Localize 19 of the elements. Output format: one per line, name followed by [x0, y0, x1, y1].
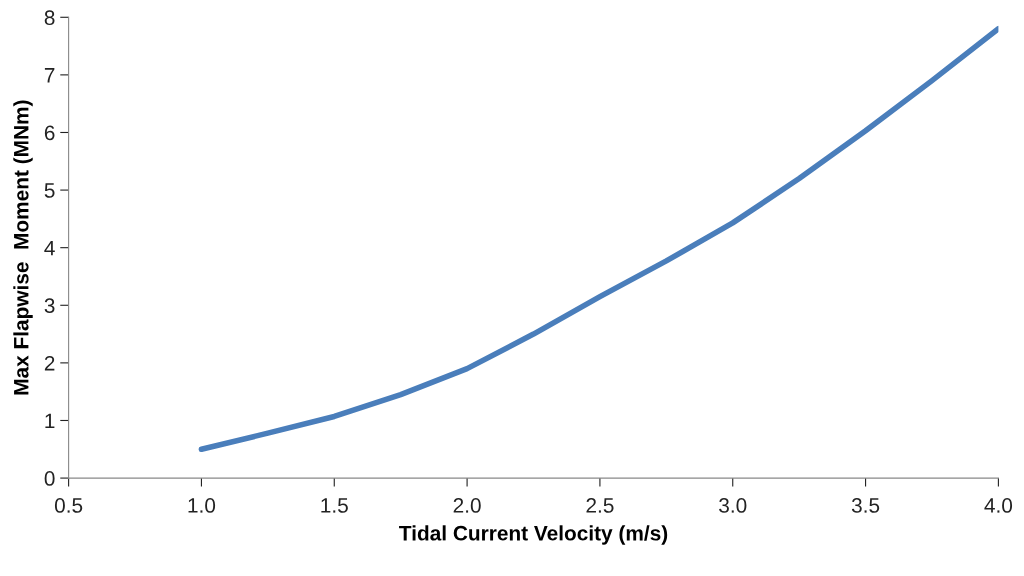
x-tick-label: 1.5 [321, 498, 348, 513]
y-tick-label: 1 [45, 413, 55, 429]
y-tick-label: 8 [44, 10, 55, 26]
y-tick-label: 2 [44, 355, 55, 371]
y-tick-label: 5 [44, 183, 55, 198]
y-tick-label: 4 [44, 240, 55, 256]
x-tick-label: 2.5 [586, 498, 614, 513]
x-tick-label: 2.0 [453, 498, 481, 513]
x-tick-label: 4.0 [984, 498, 1013, 513]
x-tick-label: 0.5 [54, 498, 83, 513]
x-tick-label: 3.5 [851, 498, 880, 513]
y-tick-label: 6 [44, 125, 55, 141]
x-tick-label: 1.0 [188, 498, 216, 513]
y-axis-title: Max Flapwise Moment (MNm) [13, 100, 33, 395]
y-tick-label: 3 [44, 298, 55, 314]
y-tick-label: 0 [44, 471, 55, 486]
x-tick-label: 3.0 [719, 498, 747, 513]
y-tick-label: 7 [44, 68, 55, 83]
x-axis-title: Tidal Current Velocity (m/s) [399, 525, 668, 545]
